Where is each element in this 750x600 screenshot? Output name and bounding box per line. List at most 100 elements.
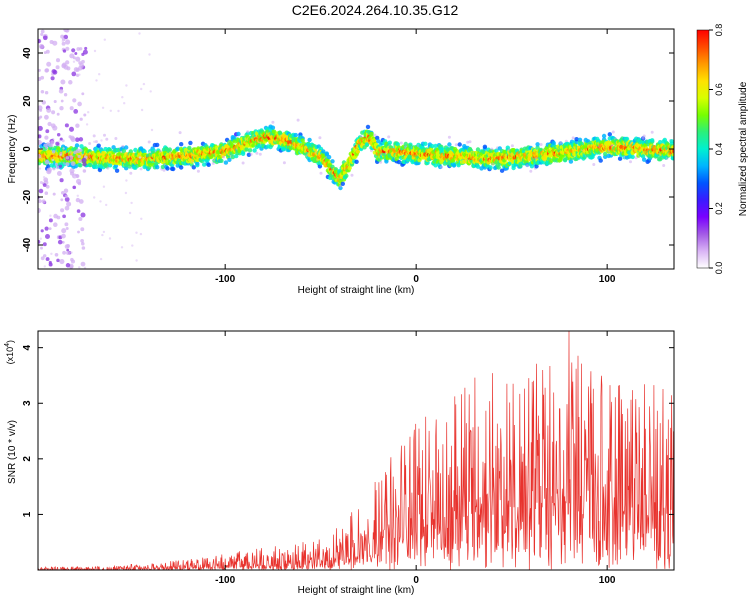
spectrogram-cell xyxy=(65,60,70,65)
spectrogram-cell xyxy=(150,128,154,132)
spectrogram-cell xyxy=(129,171,133,175)
snr-y-tick-label: 3 xyxy=(22,400,33,406)
spectrogram-cell xyxy=(571,136,575,140)
spectrogram-cell xyxy=(82,169,87,173)
snr-series xyxy=(38,331,674,570)
spectrogram-x-ticks: -100 0 100 xyxy=(215,29,616,285)
spectrogram-cell xyxy=(81,92,85,96)
spectrogram-cell xyxy=(425,160,430,165)
spectrogram-cell xyxy=(373,133,377,137)
spectrogram-cell xyxy=(60,190,65,195)
spectrogram-cell xyxy=(51,158,54,162)
spectrogram-cell xyxy=(451,163,457,168)
spectrogram-cell xyxy=(70,251,73,254)
spectrogram-cell xyxy=(179,142,184,147)
spectrogram-cell xyxy=(482,144,488,149)
spectrogram-cell xyxy=(78,73,81,76)
spectrogram-cell xyxy=(75,148,81,154)
spectrogram-cell xyxy=(650,138,655,143)
spectrogram-cell xyxy=(62,147,65,150)
spectrogram-cell xyxy=(270,125,276,130)
spectrogram-cell xyxy=(96,143,101,148)
spectrogram-cell xyxy=(494,148,499,153)
spectrogram-cell xyxy=(179,165,184,170)
spectrogram-cell xyxy=(149,90,152,93)
spectrogram-cell xyxy=(51,149,56,154)
spectrogram-cell xyxy=(355,149,360,154)
spectrogram-cell xyxy=(72,185,77,190)
spectrogram-cell xyxy=(62,250,67,255)
colorbar-tick-label: 0.2 xyxy=(714,202,724,215)
spectrogram-cell xyxy=(187,145,192,151)
spectrogram-cell xyxy=(559,141,563,144)
spectrogram-cell xyxy=(48,218,53,223)
snr-x-tick-label: 0 xyxy=(413,575,419,586)
spectrogram-cell xyxy=(365,124,371,130)
spectrogram-cell xyxy=(45,184,50,189)
spectrogram-cell xyxy=(58,88,64,94)
snr-scale-exp: 4 xyxy=(4,343,11,347)
spectrogram-cell xyxy=(99,257,103,261)
spectrogram-cell xyxy=(142,149,147,154)
figure-title: C2E6.2024.264.10.35.G12 xyxy=(292,2,459,18)
colorbar-ticks: 0.0 0.2 0.4 0.6 0.8 xyxy=(709,24,724,275)
spectrogram-y-tick-label: 20 xyxy=(22,95,33,107)
spectrogram-cell xyxy=(147,140,151,144)
spectrogram-cell xyxy=(433,143,438,149)
spectrogram-cell xyxy=(560,154,565,159)
spectrogram-cell xyxy=(60,79,66,85)
spectrogram-cell xyxy=(307,137,312,143)
spectrogram-cell xyxy=(326,154,332,160)
spectrogram-cell xyxy=(255,151,259,155)
spectrogram-cell xyxy=(396,159,402,165)
spectrogram-cell xyxy=(72,98,77,103)
spectrogram-cell xyxy=(601,133,607,139)
spectrogram-cell xyxy=(78,61,82,65)
spectrogram-cell xyxy=(38,140,42,145)
svg-text:(x104): (x104) xyxy=(4,340,15,364)
spectrogram-cell xyxy=(42,254,47,258)
spectrogram-cell xyxy=(61,41,66,46)
spectrogram-y-label: Frequency (Hz) xyxy=(7,115,18,184)
spectrogram-cell xyxy=(379,160,383,164)
spectrogram-cell xyxy=(75,123,80,128)
spectrogram-cell xyxy=(433,163,438,168)
spectrogram-cell xyxy=(491,162,495,166)
colorbar-tick-label: 0.6 xyxy=(714,83,724,96)
spectrogram-cell xyxy=(72,56,76,60)
spectrogram-cell xyxy=(206,162,211,167)
spectrogram-cell xyxy=(447,142,452,147)
snr-line xyxy=(38,331,674,570)
spectrogram-cell xyxy=(121,96,124,99)
spectrogram-x-tick-label: -100 xyxy=(215,274,235,285)
spectrogram-cell xyxy=(496,165,501,170)
spectrogram-cell xyxy=(324,151,329,156)
spectrogram-cell xyxy=(68,135,72,139)
spectrogram-panel: -100 0 100 -40 -20 0 20 40 Height of straight … xyxy=(7,28,675,296)
spectrogram-cell xyxy=(45,68,50,73)
spectrogram-cell xyxy=(88,142,92,145)
spectrogram-cell xyxy=(81,59,85,64)
spectrogram-cell xyxy=(38,134,42,139)
spectrogram-cell xyxy=(611,130,615,134)
spectrogram-cell xyxy=(114,168,120,173)
spectrogram-cell xyxy=(38,188,44,194)
spectrogram-cell xyxy=(61,233,66,239)
spectrogram-cell xyxy=(42,35,48,41)
colorbar-tick-label: 0.4 xyxy=(714,143,724,156)
spectrogram-cell xyxy=(81,246,86,250)
colorbar: 0.0 0.2 0.4 0.6 0.8 Normalized spectral ampl… xyxy=(696,24,749,275)
spectrogram-cell xyxy=(114,137,118,140)
spectrogram-cell xyxy=(227,157,232,162)
spectrogram-cell xyxy=(70,257,74,262)
spectrogram-cell xyxy=(128,211,132,215)
colorbar-label: Normalized spectral amplitude xyxy=(738,81,749,216)
spectrogram-cell xyxy=(45,257,50,262)
spectrogram-cell xyxy=(50,140,55,145)
spectrogram-cell xyxy=(82,162,87,167)
colorbar-tick-label: 0.0 xyxy=(714,262,724,275)
spectrogram-cell xyxy=(93,196,96,199)
spectrogram-cell xyxy=(79,47,83,51)
snr-x-tick-label: 100 xyxy=(599,575,616,586)
spectrogram-cell xyxy=(399,141,403,145)
